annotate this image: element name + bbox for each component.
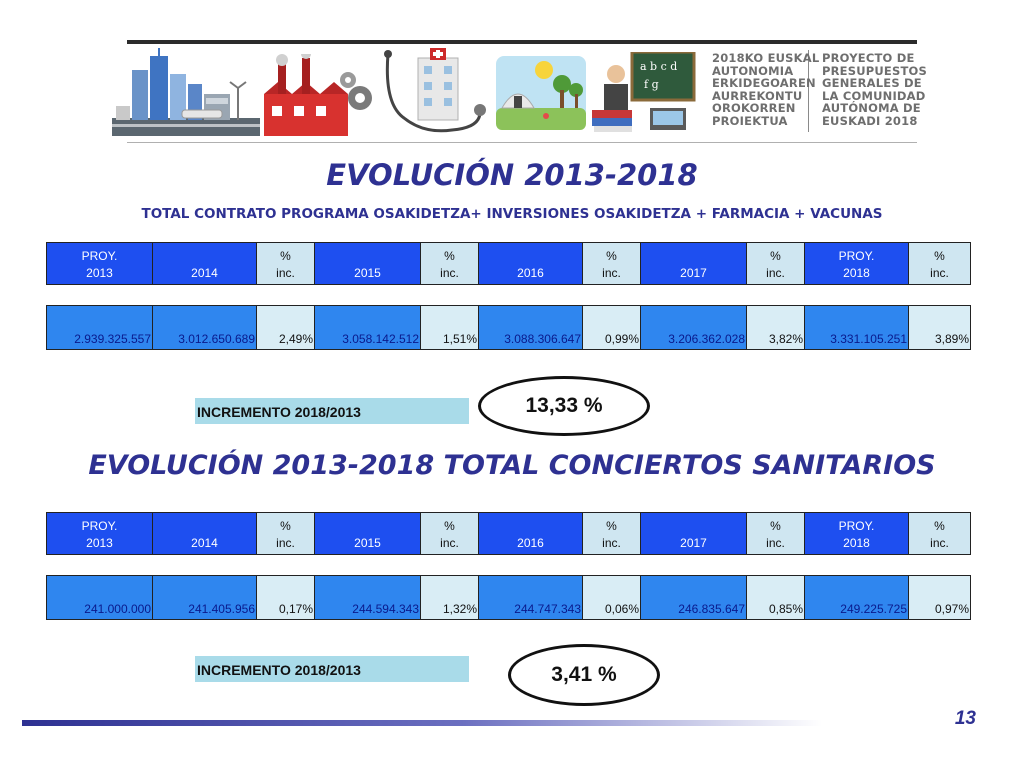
section2-title: EVOLUCIÓN 2013-2018 TOTAL CONCIERTOS SAN… [88,450,936,481]
footer-bar [22,720,822,726]
header-cell-pct-inc: % inc. [582,512,641,555]
header-cell-2014: 2014 [152,242,257,285]
value-cell: 1,51% [420,305,479,350]
header-cell-pct-inc: % inc. [420,242,479,285]
header-cell-pct-inc: % inc. [582,242,641,285]
svg-text:a b c d: a b c d [640,60,677,73]
value-cell: 0,97% [908,575,971,620]
header-cell-pct-inc: % inc. [746,512,805,555]
header-cell-pct-inc: % inc. [256,512,315,555]
value-cell: 2,49% [256,305,315,350]
header-cell-proy-2018: PROY. 2018 [804,512,909,555]
section2-increment-value: 3,41 % [508,644,660,706]
value-cell: 241.405.956 [152,575,257,620]
value-cell: 0,85% [746,575,805,620]
section1-increment-value: 13,33 % [478,376,650,436]
section1-title: EVOLUCIÓN 2013-2018 [326,158,698,192]
value-cell: 246.835.647 [640,575,747,620]
header-divider [808,50,809,132]
value-cell: 3.206.362.028 [640,305,747,350]
value-cell: 0,99% [582,305,641,350]
header-spanish-text: PROYECTO DE PRESUPUESTOS GENERALES DE LA… [822,51,927,128]
value-cell: 0,06% [582,575,641,620]
city-icon [112,48,260,136]
header-top-rule [127,40,917,44]
value-cell: 0,17% [256,575,315,620]
header-cell-2017: 2017 [640,512,747,555]
header-cell-proy-2013: PROY. 2013 [46,512,153,555]
value-cell: 3.331.105.251 [804,305,909,350]
header-cell-proy-2018: PROY. 2018 [804,242,909,285]
value-cell: 3.058.142.512 [314,305,421,350]
section1-increment-label: INCREMENTO 2018/2013 [195,398,469,424]
value-cell: 3,82% [746,305,805,350]
value-cell: 3.088.306.647 [478,305,583,350]
factory-icon [264,54,372,136]
header-cell-pct-inc: % inc. [908,512,971,555]
header-cell-2015: 2015 [314,512,421,555]
header-cell-pct-inc: % inc. [746,242,805,285]
header-cell-2016: 2016 [478,242,583,285]
park-icon [496,56,586,130]
value-cell: 3.012.650.689 [152,305,257,350]
section1-subtitle: TOTAL CONTRATO PROGRAMA OSAKIDETZA+ INVE… [141,206,883,222]
classroom-icon: a b c d f g [592,52,696,132]
value-cell: 241.000.000 [46,575,153,620]
section2-values-table: 241.000.000 241.405.956 0,17% 244.594.34… [46,575,971,620]
header-cell-2017: 2017 [640,242,747,285]
svg-text:f g: f g [644,78,659,91]
hospital-stethoscope-icon [384,48,486,133]
value-cell: 244.594.343 [314,575,421,620]
page-number: 13 [954,708,976,729]
header-cell-pct-inc: % inc. [420,512,479,555]
header-cell-pct-inc: % inc. [908,242,971,285]
header-basque-text: 2018KO EUSKAL AUTONOMIA ERKIDEGOAREN AUR… [712,51,820,128]
value-cell: 3,89% [908,305,971,350]
header-cell-proy-2013: PROY. 2013 [46,242,153,285]
header-cell-2014: 2014 [152,512,257,555]
value-cell: 1,32% [420,575,479,620]
section1-values-table: 2.939.325.557 3.012.650.689 2,49% 3.058.… [46,305,971,350]
section2-increment-label: INCREMENTO 2018/2013 [195,656,469,682]
section2-header-table: PROY. 2013 2014 % inc. 2015 % inc. 2016 % in… [46,512,971,555]
value-cell: 249.225.725 [804,575,909,620]
header-cell-2016: 2016 [478,512,583,555]
header-cell-pct-inc: % inc. [256,242,315,285]
value-cell: 244.747.343 [478,575,583,620]
header-bottom-rule [127,142,917,143]
value-cell: 2.939.325.557 [46,305,153,350]
header-cell-2015: 2015 [314,242,421,285]
section1-header-table: PROY. 2013 2014 % inc. 2015 % inc. 2016 % in… [46,242,971,285]
